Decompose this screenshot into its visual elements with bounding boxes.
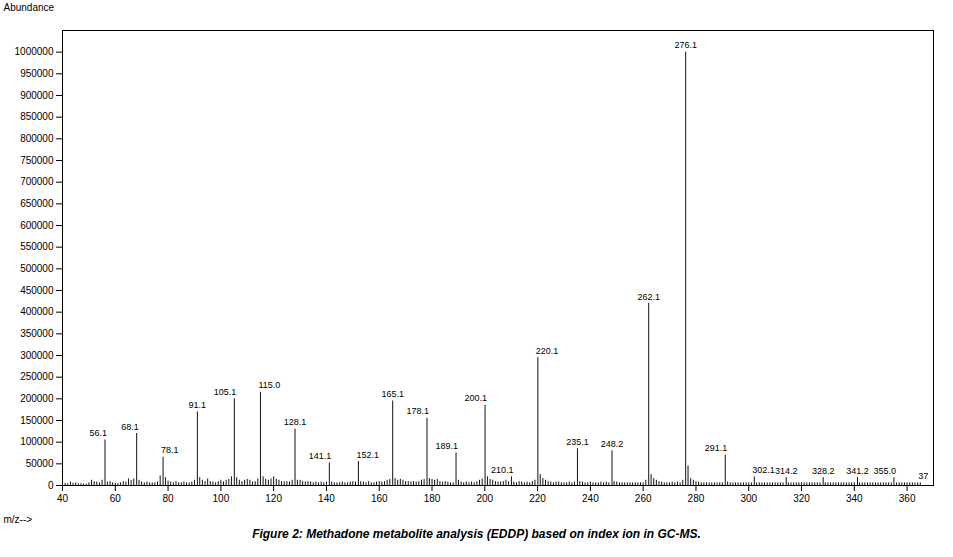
svg-text:248.2: 248.2 [601,439,624,449]
svg-text:302.1: 302.1 [752,465,775,475]
svg-text:650000: 650000 [20,198,54,209]
svg-text:150000: 150000 [20,415,54,426]
svg-text:280: 280 [688,493,705,504]
svg-text:220: 220 [529,493,546,504]
svg-text:210.1: 210.1 [491,465,514,475]
svg-text:128.1: 128.1 [284,417,307,427]
svg-text:120: 120 [265,493,282,504]
svg-text:950000: 950000 [20,68,54,79]
svg-text:152.1: 152.1 [356,450,379,460]
svg-text:320: 320 [793,493,810,504]
svg-text:600000: 600000 [20,220,54,231]
svg-text:160: 160 [371,493,388,504]
svg-text:341.2: 341.2 [846,466,869,476]
svg-text:100000: 100000 [20,436,54,447]
svg-text:105.1: 105.1 [214,387,237,397]
svg-text:220.1: 220.1 [536,346,559,356]
svg-text:140: 140 [318,493,335,504]
svg-text:60: 60 [110,493,122,504]
svg-text:260: 260 [635,493,652,504]
svg-text:200.1: 200.1 [465,393,488,403]
svg-text:262.1: 262.1 [637,292,660,302]
svg-text:300: 300 [740,493,757,504]
svg-text:0: 0 [48,480,54,491]
svg-text:115.0: 115.0 [258,380,280,390]
svg-text:550000: 550000 [20,241,54,252]
svg-text:240: 240 [582,493,599,504]
svg-text:37: 37 [918,471,928,481]
svg-text:314.2: 314.2 [775,466,798,476]
svg-text:91.1: 91.1 [189,400,207,410]
html-text:Figure 2: Methadone metabolite: Figure 2: Methadone metabolite analysis … [252,527,701,541]
svg-text:50000: 50000 [26,458,54,469]
svg-text:235.1: 235.1 [566,437,589,447]
svg-text:56.1: 56.1 [89,428,107,438]
svg-text:850000: 850000 [20,111,54,122]
svg-text:750000: 750000 [20,155,54,166]
svg-text:250000: 250000 [20,371,54,382]
svg-text:360: 360 [899,493,916,504]
svg-text:900000: 900000 [20,90,54,101]
svg-text:300000: 300000 [20,350,54,361]
svg-text:328.2: 328.2 [812,466,835,476]
svg-text:178.1: 178.1 [406,406,429,416]
svg-text:355.0: 355.0 [873,466,896,476]
svg-text:Abundance: Abundance [4,2,55,13]
svg-text:m/z-->: m/z--> [4,514,33,525]
svg-text:100: 100 [213,493,230,504]
svg-text:165.1: 165.1 [381,389,404,399]
svg-text:78.1: 78.1 [161,445,179,455]
svg-text:450000: 450000 [20,285,54,296]
svg-text:276.1: 276.1 [674,40,697,50]
svg-text:80: 80 [163,493,175,504]
svg-text:200000: 200000 [20,393,54,404]
svg-text:180: 180 [424,493,441,504]
svg-text:700000: 700000 [20,176,54,187]
svg-text:68.1: 68.1 [121,422,139,432]
svg-text:141.1: 141.1 [309,451,332,461]
svg-text:340: 340 [846,493,863,504]
svg-text:350000: 350000 [20,328,54,339]
svg-text:189.1: 189.1 [436,441,459,451]
svg-text:800000: 800000 [20,133,54,144]
svg-text:1000000: 1000000 [15,46,54,57]
svg-text:40: 40 [57,493,69,504]
svg-text:400000: 400000 [20,306,54,317]
svg-text:200: 200 [476,493,493,504]
svg-text:500000: 500000 [20,263,54,274]
svg-text:291.1: 291.1 [705,443,728,453]
